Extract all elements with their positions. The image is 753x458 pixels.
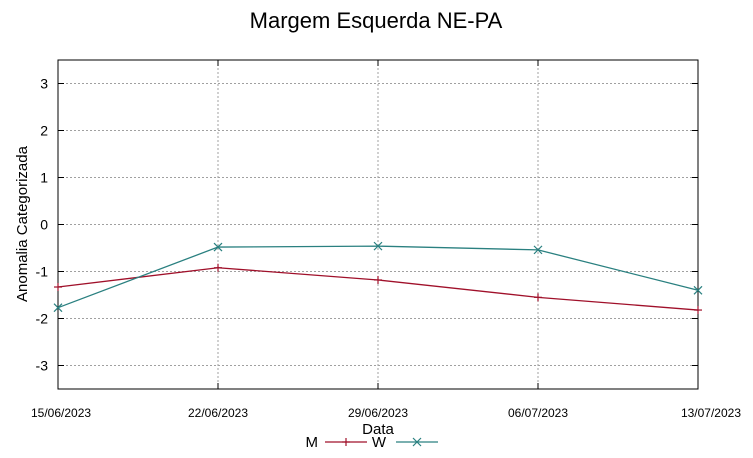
series-M — [54, 263, 702, 315]
y-tick-label: -1 — [36, 264, 49, 280]
x-tick-label: 06/07/2023 — [508, 406, 568, 420]
data-point — [693, 285, 703, 295]
data-point — [533, 245, 543, 255]
series-W — [53, 241, 703, 313]
y-axis-ticks: -3 -2 -1 0 1 2 3 — [36, 76, 698, 374]
data-point — [412, 437, 422, 447]
x-tick-label: 29/06/2023 — [348, 406, 408, 420]
legend-item-M: M — [306, 434, 367, 451]
y-tick-label: 2 — [40, 123, 48, 139]
data-point — [214, 263, 222, 272]
y-tick-label: -3 — [36, 358, 49, 374]
y-tick-label: 3 — [40, 76, 48, 92]
data-point — [342, 438, 350, 446]
x-axis-ticks: 15/06/2023 22/06/2023 29/06/2023 06/07/2023… — [31, 60, 741, 420]
data-point — [213, 242, 223, 252]
data-point — [53, 303, 63, 313]
chart-title: Margem Esquerda NE-PA — [250, 8, 503, 33]
data-point — [374, 275, 382, 284]
data-point — [534, 293, 542, 302]
y-axis-label: Anomalia Categorizada — [14, 145, 31, 302]
legend-label: M — [306, 434, 319, 451]
x-tick-label: 22/06/2023 — [188, 406, 248, 420]
y-tick-label: 0 — [40, 217, 48, 233]
x-tick-label: 15/06/2023 — [31, 406, 91, 420]
x-axis-label: Data — [362, 421, 394, 438]
data-point — [54, 283, 62, 292]
y-tick-label: -2 — [36, 311, 49, 327]
legend-item-W: W — [372, 434, 438, 451]
y-tick-label: 1 — [40, 170, 48, 186]
legend-label: W — [372, 434, 387, 451]
series-layer — [53, 241, 703, 315]
data-point — [373, 241, 383, 251]
data-point — [694, 306, 702, 315]
x-tick-label: 13/07/2023 — [681, 406, 741, 420]
grid-lines — [58, 60, 698, 389]
